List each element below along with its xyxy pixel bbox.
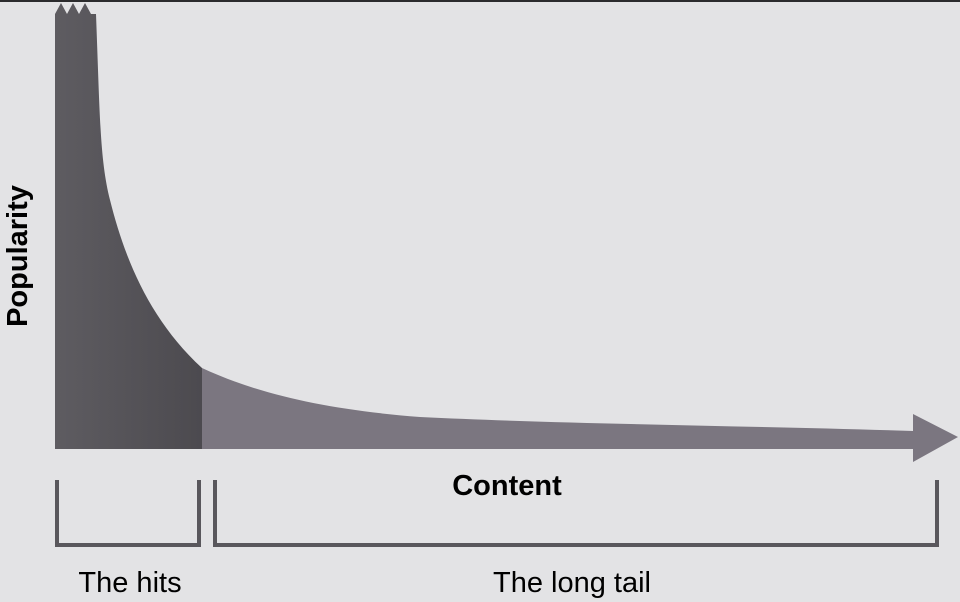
x-axis-label: Content: [452, 470, 562, 502]
long-tail-label: The long tail: [493, 567, 651, 599]
long-tail-area: [202, 368, 958, 462]
hits-area: [55, 3, 202, 449]
long-tail-bracket: [213, 480, 939, 547]
top-border: [0, 0, 960, 2]
y-axis-label: Popularity: [2, 185, 34, 327]
hits-label: The hits: [78, 567, 181, 599]
hits-bracket: [55, 480, 201, 547]
